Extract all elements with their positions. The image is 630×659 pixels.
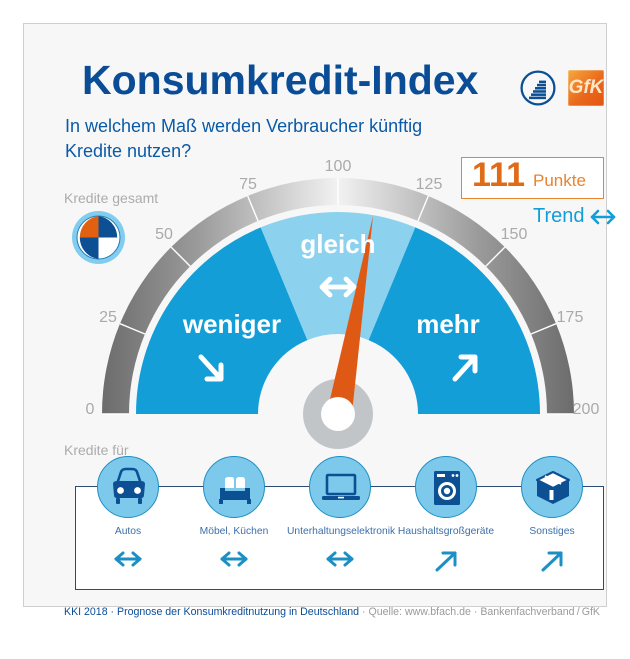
- svg-text:175: 175: [557, 309, 584, 326]
- svg-text:100: 100: [325, 158, 352, 175]
- svg-text:125: 125: [416, 176, 443, 193]
- svg-text:50: 50: [155, 226, 173, 243]
- svg-text:75: 75: [239, 176, 257, 193]
- svg-text:200: 200: [573, 401, 600, 418]
- svg-text:weniger: weniger: [182, 309, 281, 339]
- svg-text:mehr: mehr: [416, 309, 480, 339]
- svg-text:gleich: gleich: [300, 229, 375, 259]
- svg-text:150: 150: [501, 226, 528, 243]
- svg-text:0: 0: [86, 401, 95, 418]
- svg-text:25: 25: [99, 309, 117, 326]
